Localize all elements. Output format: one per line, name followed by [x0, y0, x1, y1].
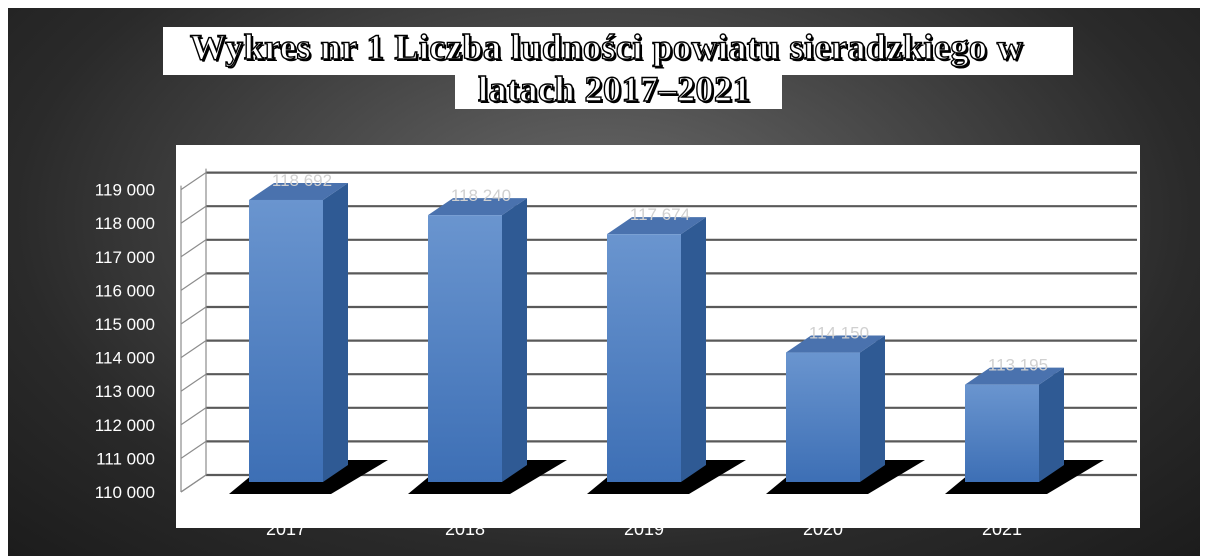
bar-2021: 113 195 2021	[945, 356, 1104, 539]
bar-front	[965, 384, 1039, 482]
y-tick-label: 112 000	[95, 416, 155, 435]
chart-title-line2: latach 2017–2021	[477, 68, 751, 109]
bar-side	[1039, 367, 1064, 482]
data-label: 118 692	[272, 171, 332, 190]
gridline-side	[180, 306, 207, 325]
title-background-line2	[455, 75, 782, 109]
data-label: 117 674	[630, 205, 690, 224]
bar-front	[607, 234, 681, 482]
bar-front	[786, 352, 860, 482]
bar-top	[249, 182, 348, 200]
bar-2020: 114 150 2020	[766, 324, 925, 539]
x-tick-label: 2020	[803, 519, 843, 539]
bar-top	[428, 198, 527, 216]
gridline-side	[180, 440, 207, 459]
gridline-side	[180, 172, 207, 191]
title-background-line1	[163, 27, 1073, 75]
data-label: 118 240	[451, 186, 511, 205]
bar-front	[428, 215, 502, 483]
y-tick-label: 115 000	[95, 315, 155, 334]
gridline-side	[180, 239, 207, 258]
bar-2018: 118 240 2018	[408, 186, 567, 539]
floor-edge	[180, 474, 207, 493]
chart-title-line1: Wykres nr 1 Liczba ludności powiatu sier…	[189, 26, 1024, 67]
x-tick-label: 2019	[624, 519, 664, 539]
y-tick-label: 119 000	[95, 181, 155, 200]
bar-top	[786, 335, 885, 353]
bar-top	[965, 367, 1064, 385]
gridline-side	[180, 340, 207, 359]
bar-side	[681, 217, 706, 482]
gridline-side	[180, 205, 207, 224]
gridline-side	[180, 272, 207, 291]
data-label: 114 150	[809, 324, 869, 343]
bar-top	[607, 217, 706, 235]
bar-side	[502, 198, 527, 483]
y-tick-label: 111 000	[96, 449, 155, 468]
bar-side	[860, 335, 885, 482]
data-label: 113 195	[988, 356, 1048, 375]
y-tick-label: 113 000	[95, 382, 155, 401]
gridline-side	[180, 407, 207, 426]
x-tick-label: 2021	[982, 519, 1022, 539]
y-tick-label: 118 000	[95, 214, 155, 233]
bar-2019: 117 674 2019	[587, 205, 746, 539]
bar-front	[249, 199, 323, 483]
x-tick-label: 2018	[445, 519, 485, 539]
bar-2017: 118 692 2017	[229, 171, 388, 539]
gridline-side	[180, 373, 207, 392]
y-tick-label: 116 000	[95, 281, 155, 300]
y-tick-label: 110 000	[95, 483, 155, 502]
y-tick-label: 114 000	[95, 349, 155, 368]
x-tick-label: 2017	[266, 519, 306, 539]
y-tick-label: 117 000	[95, 248, 155, 267]
bar-side	[323, 182, 348, 483]
